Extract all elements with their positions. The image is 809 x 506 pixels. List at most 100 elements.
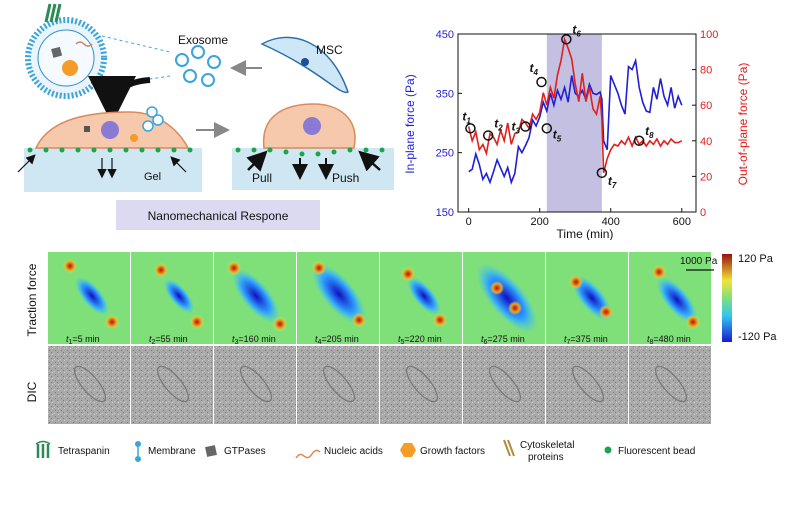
traction-red-spot (352, 313, 366, 327)
y-axis-left-label: In-plane force (Pa) (403, 74, 417, 173)
dic-panel (463, 346, 545, 424)
traction-red-spot (508, 301, 522, 315)
colorbar-min: -120 Pa (738, 331, 777, 343)
traction-red-spot (154, 263, 168, 277)
dic-row-label: DIC (25, 381, 39, 402)
time-point-marker (482, 130, 494, 141)
legend-nucleic-acids: Nucleic acids (324, 446, 383, 457)
tetraspanin-icon (35, 440, 51, 458)
traction-panel: t3=160 min (214, 252, 296, 346)
time-label: t8=480 min (647, 334, 691, 346)
dic-cell-outline (405, 365, 439, 403)
cytoskeletal-icon (503, 439, 515, 457)
gel-label: Gel (144, 171, 161, 183)
time-label: t4=205 min (315, 334, 359, 346)
time-point-sub: 8 (649, 131, 654, 140)
cell-before (17, 106, 202, 192)
y-right-tick-label: 80 (700, 65, 712, 77)
traction-blue-region (163, 278, 195, 314)
traction-red-spot (490, 281, 504, 295)
y-right-tick-label: 40 (700, 136, 712, 148)
time-label: t1=5 min (66, 334, 100, 346)
time-point-sub: 2 (497, 123, 503, 132)
traction-blue-region (231, 268, 281, 324)
dic-cell-outline (73, 365, 107, 403)
legend-tetraspanin: Tetraspanin (58, 446, 110, 457)
legend-membrane: Membrane (148, 446, 196, 457)
legend-gtpases: GTPases (224, 446, 266, 457)
time-label-t: t (315, 334, 318, 344)
time-label-t: t (149, 334, 152, 344)
time-label: t3=160 min (232, 334, 276, 346)
time-label-sub: 1 (69, 339, 73, 346)
traction-panel: t2=55 min (131, 252, 213, 346)
time-label-t: t (232, 334, 235, 344)
traction-red-spot (190, 315, 204, 329)
time-label-t: t (481, 334, 484, 344)
dic-cell-outline (654, 365, 688, 403)
dic-panel (131, 346, 213, 424)
traction-red-spot (569, 275, 583, 289)
time-point-marker (520, 121, 531, 132)
uptake-arrow (88, 75, 151, 124)
time-point-marker (633, 135, 645, 147)
time-point-sub: 6 (576, 29, 581, 38)
time-point-marker (596, 167, 608, 179)
image-panels: Traction force DIC t1=5 min t2=55 min t3=1… (25, 252, 777, 424)
traction-blue-region (311, 262, 367, 326)
time-point-label: t5 (553, 127, 562, 143)
time-label-value: =220 min (404, 334, 441, 344)
y-left-tick-label: 350 (436, 88, 454, 100)
time-label-value: =480 min (653, 334, 690, 344)
time-label-t: t (564, 334, 567, 344)
dic-background (463, 346, 545, 424)
exosome-schematic: Exosome MSC Gel (17, 3, 394, 230)
bead-icon (604, 446, 612, 454)
traction-row-label: Traction force (25, 263, 39, 336)
dic-panel (380, 346, 462, 424)
x-tick-label: 400 (602, 216, 620, 228)
time-point-sub: 7 (612, 181, 617, 190)
time-point-sub: 5 (557, 134, 562, 143)
y-axis-right-label: Out-of-plane force (Pa) (736, 63, 750, 186)
time-point-label: t7 (608, 174, 617, 190)
x-tick-label: 0 (466, 216, 472, 228)
y-left-tick-label: 150 (436, 207, 454, 219)
traction-red-spot (401, 267, 415, 281)
exosome-vesicle (25, 3, 107, 99)
traction-panel: t7=375 min (546, 252, 628, 346)
time-point-marker (561, 34, 572, 45)
dic-background (629, 346, 711, 424)
time-point-marker (541, 123, 553, 134)
traction-panel: t8=480 min (629, 252, 711, 346)
time-point-label: t1 (462, 109, 471, 125)
time-point-label: t4 (529, 61, 538, 77)
cell-after (232, 103, 394, 190)
traction-panel: t4=205 min (297, 252, 379, 346)
msc-label: MSC (316, 43, 343, 57)
traction-panel: t1=5 min (48, 252, 130, 346)
pull-label: Pull (252, 171, 272, 185)
traction-red-spot (599, 305, 613, 319)
dic-background (297, 346, 379, 424)
time-point-label: t3 (511, 120, 520, 136)
colorbar-max: 120 Pa (738, 253, 774, 265)
traction-panel: t5=220 min (380, 252, 462, 346)
traction-blue-region (406, 276, 442, 316)
y-left-tick-label: 250 (436, 148, 454, 160)
exosome-label: Exosome (178, 33, 228, 47)
growth-factor-icon (400, 443, 416, 457)
dic-cell-outline (156, 365, 190, 403)
traction-red-spot (433, 313, 447, 327)
legend-fluorescent-bead: Fluorescent bead (618, 446, 695, 457)
response-box (116, 200, 320, 230)
time-point-sub: 4 (532, 68, 538, 77)
traction-red-spot (227, 261, 241, 275)
dic-panel (546, 346, 628, 424)
y-right-tick-label: 100 (700, 29, 718, 41)
x-axis-label: Time (min) (557, 227, 614, 240)
time-label-value: =160 min (238, 334, 275, 344)
legend-cytoskeletal: Cytoskeletal (520, 440, 574, 451)
membrane-icon (135, 441, 141, 462)
dic-background (380, 346, 462, 424)
